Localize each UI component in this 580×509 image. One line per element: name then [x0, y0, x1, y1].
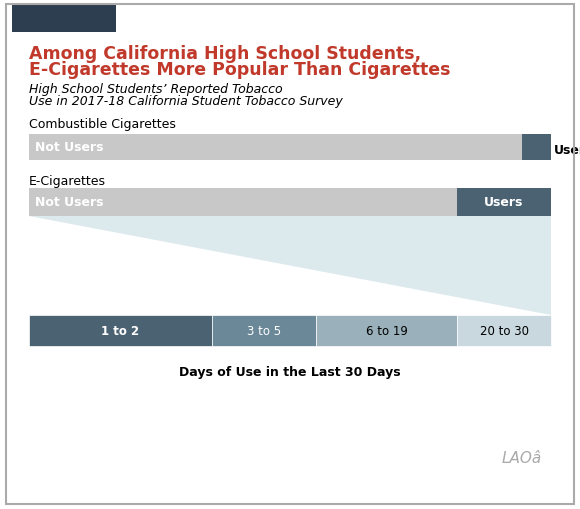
FancyBboxPatch shape — [29, 316, 212, 346]
Text: E-Cigarettes: E-Cigarettes — [29, 174, 106, 187]
Text: Figure 2: Figure 2 — [14, 12, 72, 25]
Text: Use in 2017-18 California Student Tobacco Survey: Use in 2017-18 California Student Tobacc… — [29, 95, 343, 108]
FancyBboxPatch shape — [29, 188, 457, 216]
FancyBboxPatch shape — [457, 316, 551, 346]
Text: Users: Users — [484, 196, 524, 209]
FancyBboxPatch shape — [12, 5, 116, 33]
FancyBboxPatch shape — [316, 316, 457, 346]
Text: Users: Users — [554, 144, 580, 156]
Text: 1 to 2: 1 to 2 — [102, 324, 139, 337]
Text: 20 to 30: 20 to 30 — [480, 324, 528, 337]
Text: Combustible Cigarettes: Combustible Cigarettes — [29, 118, 176, 131]
FancyBboxPatch shape — [29, 135, 522, 160]
Text: Among California High School Students,: Among California High School Students, — [29, 44, 421, 63]
Text: LAOâ: LAOâ — [502, 450, 542, 466]
Text: Not Users: Not Users — [35, 141, 103, 154]
Polygon shape — [29, 216, 551, 316]
Text: High School Students’ Reported Tobacco: High School Students’ Reported Tobacco — [29, 82, 282, 96]
Text: 3 to 5: 3 to 5 — [247, 324, 281, 337]
Text: Days of Use in the Last 30 Days: Days of Use in the Last 30 Days — [179, 365, 401, 378]
Text: 6 to 19: 6 to 19 — [365, 324, 408, 337]
Text: E-Cigarettes More Popular Than Cigarettes: E-Cigarettes More Popular Than Cigarette… — [29, 61, 451, 79]
FancyBboxPatch shape — [457, 188, 551, 216]
Text: Not Users: Not Users — [35, 196, 103, 209]
FancyBboxPatch shape — [522, 135, 551, 160]
FancyBboxPatch shape — [212, 316, 316, 346]
